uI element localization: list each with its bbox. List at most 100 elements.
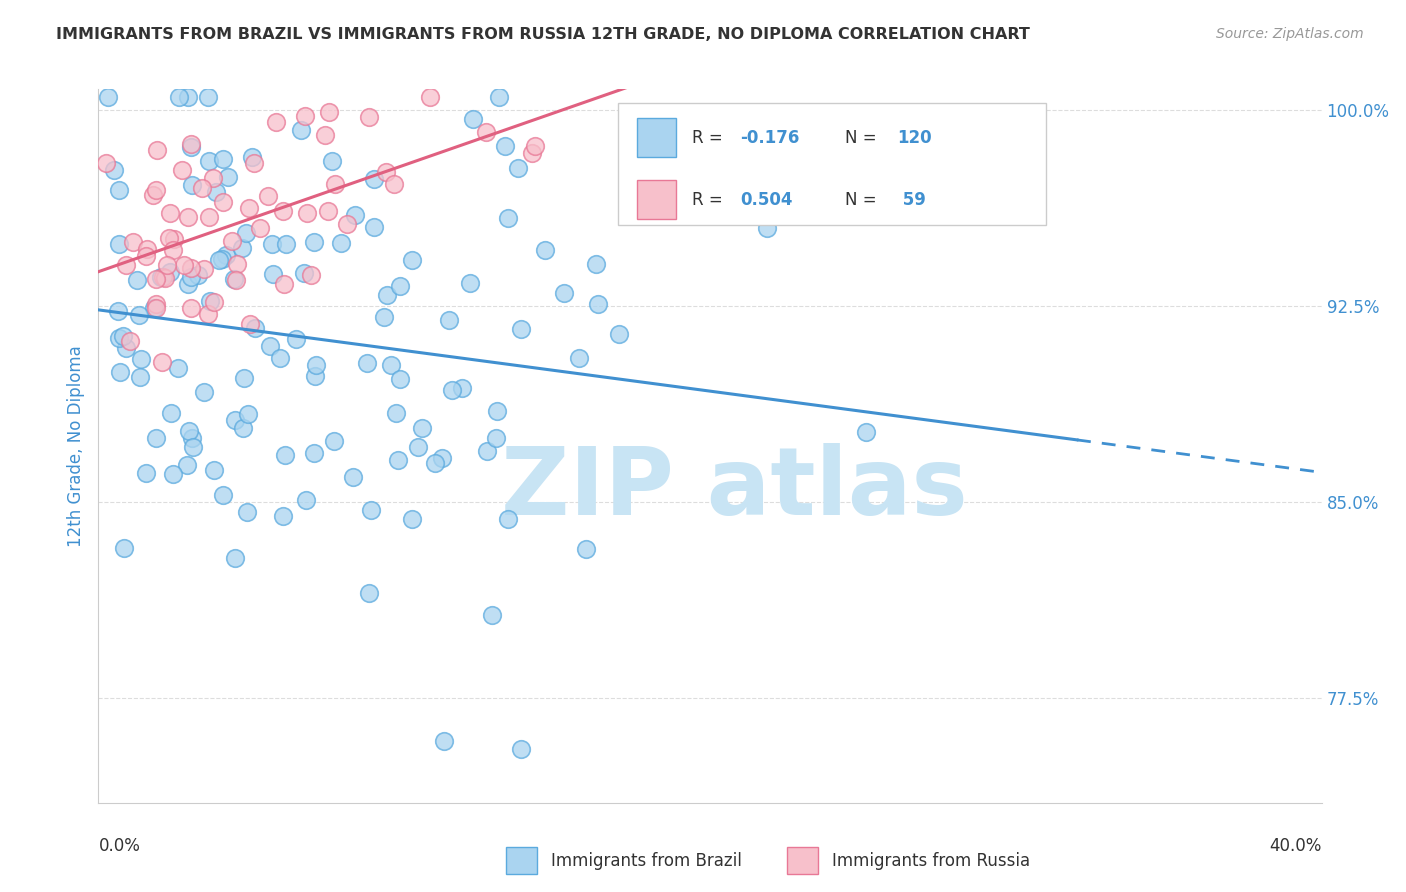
Text: Source: ZipAtlas.com: Source: ZipAtlas.com: [1216, 27, 1364, 41]
Point: [284, 332, 307, 346]
Point: [221, 234, 243, 248]
Point: [112, 329, 135, 343]
Point: [360, 503, 382, 517]
Point: [271, 508, 294, 523]
Point: [135, 249, 157, 263]
Point: [145, 272, 167, 286]
Point: [181, 178, 204, 193]
Point: [197, 308, 219, 322]
Point: [107, 304, 129, 318]
Point: [108, 365, 131, 379]
Point: [129, 370, 152, 384]
Point: [103, 162, 125, 177]
Text: Immigrants from Russia: Immigrants from Russia: [832, 852, 1031, 870]
Point: [553, 286, 575, 301]
Point: [107, 183, 129, 197]
Point: [150, 355, 173, 369]
Point: [187, 268, 209, 282]
Point: [173, 258, 195, 272]
Point: [301, 268, 323, 282]
Point: [236, 407, 259, 421]
Point: [135, 466, 157, 480]
Text: IMMIGRANTS FROM BRAZIL VS IMMIGRANTS FROM RUSSIA 12TH GRADE, NO DIPLOMA CORRELAT: IMMIGRANTS FROM BRAZIL VS IMMIGRANTS FRO…: [56, 27, 1031, 42]
Point: [235, 226, 257, 240]
Point: [236, 505, 259, 519]
Point: [152, 270, 174, 285]
Point: [585, 257, 607, 271]
Point: [145, 183, 167, 197]
Point: [323, 177, 346, 191]
Point: [486, 404, 509, 418]
Point: [494, 139, 516, 153]
Point: [382, 178, 405, 192]
Point: [108, 237, 131, 252]
Point: [170, 163, 193, 178]
Point: [224, 413, 246, 427]
Text: R =: R =: [692, 191, 728, 209]
Point: [588, 297, 610, 311]
Point: [191, 181, 214, 195]
Text: R =: R =: [692, 128, 728, 146]
Point: [295, 492, 318, 507]
Point: [232, 370, 254, 384]
Point: [485, 431, 508, 445]
Point: [180, 270, 202, 285]
Point: [97, 90, 120, 104]
Point: [112, 541, 135, 555]
Point: [269, 351, 291, 365]
Point: [127, 273, 149, 287]
Point: [243, 156, 266, 170]
Point: [180, 261, 202, 276]
Text: N =: N =: [845, 191, 882, 209]
Point: [167, 361, 190, 376]
Point: [128, 309, 150, 323]
Point: [238, 201, 260, 215]
Point: [419, 90, 441, 104]
Point: [217, 169, 239, 184]
Point: [193, 384, 215, 399]
Point: [224, 550, 246, 565]
Point: [357, 585, 380, 599]
Point: [145, 431, 167, 445]
Text: 40.0%: 40.0%: [1270, 837, 1322, 855]
Point: [488, 90, 510, 104]
Point: [215, 248, 238, 262]
Point: [115, 341, 138, 355]
Point: [451, 381, 474, 395]
Point: [249, 220, 271, 235]
Point: [316, 204, 339, 219]
Point: [202, 294, 225, 309]
Point: [318, 104, 340, 119]
Point: [496, 511, 519, 525]
Point: [343, 208, 366, 222]
Point: [232, 421, 254, 435]
FancyBboxPatch shape: [619, 103, 1046, 225]
Point: [375, 288, 398, 302]
Point: [363, 172, 385, 186]
Point: [271, 204, 294, 219]
Point: [114, 258, 136, 272]
Point: [423, 457, 446, 471]
Point: [201, 171, 224, 186]
Point: [162, 467, 184, 481]
Point: [180, 137, 202, 152]
Point: [374, 164, 396, 178]
Point: [302, 235, 325, 249]
Point: [323, 434, 346, 448]
Point: [193, 261, 215, 276]
Point: [160, 406, 183, 420]
Point: [575, 541, 598, 556]
Point: [276, 237, 298, 252]
Point: [302, 445, 325, 459]
Point: [198, 210, 221, 224]
Point: [181, 440, 204, 454]
Point: [406, 441, 429, 455]
Point: [432, 733, 454, 747]
FancyBboxPatch shape: [637, 180, 676, 219]
Point: [145, 301, 167, 316]
Point: [295, 206, 318, 220]
Point: [330, 235, 353, 250]
Point: [163, 232, 186, 246]
Point: [342, 469, 364, 483]
Point: [373, 310, 395, 325]
